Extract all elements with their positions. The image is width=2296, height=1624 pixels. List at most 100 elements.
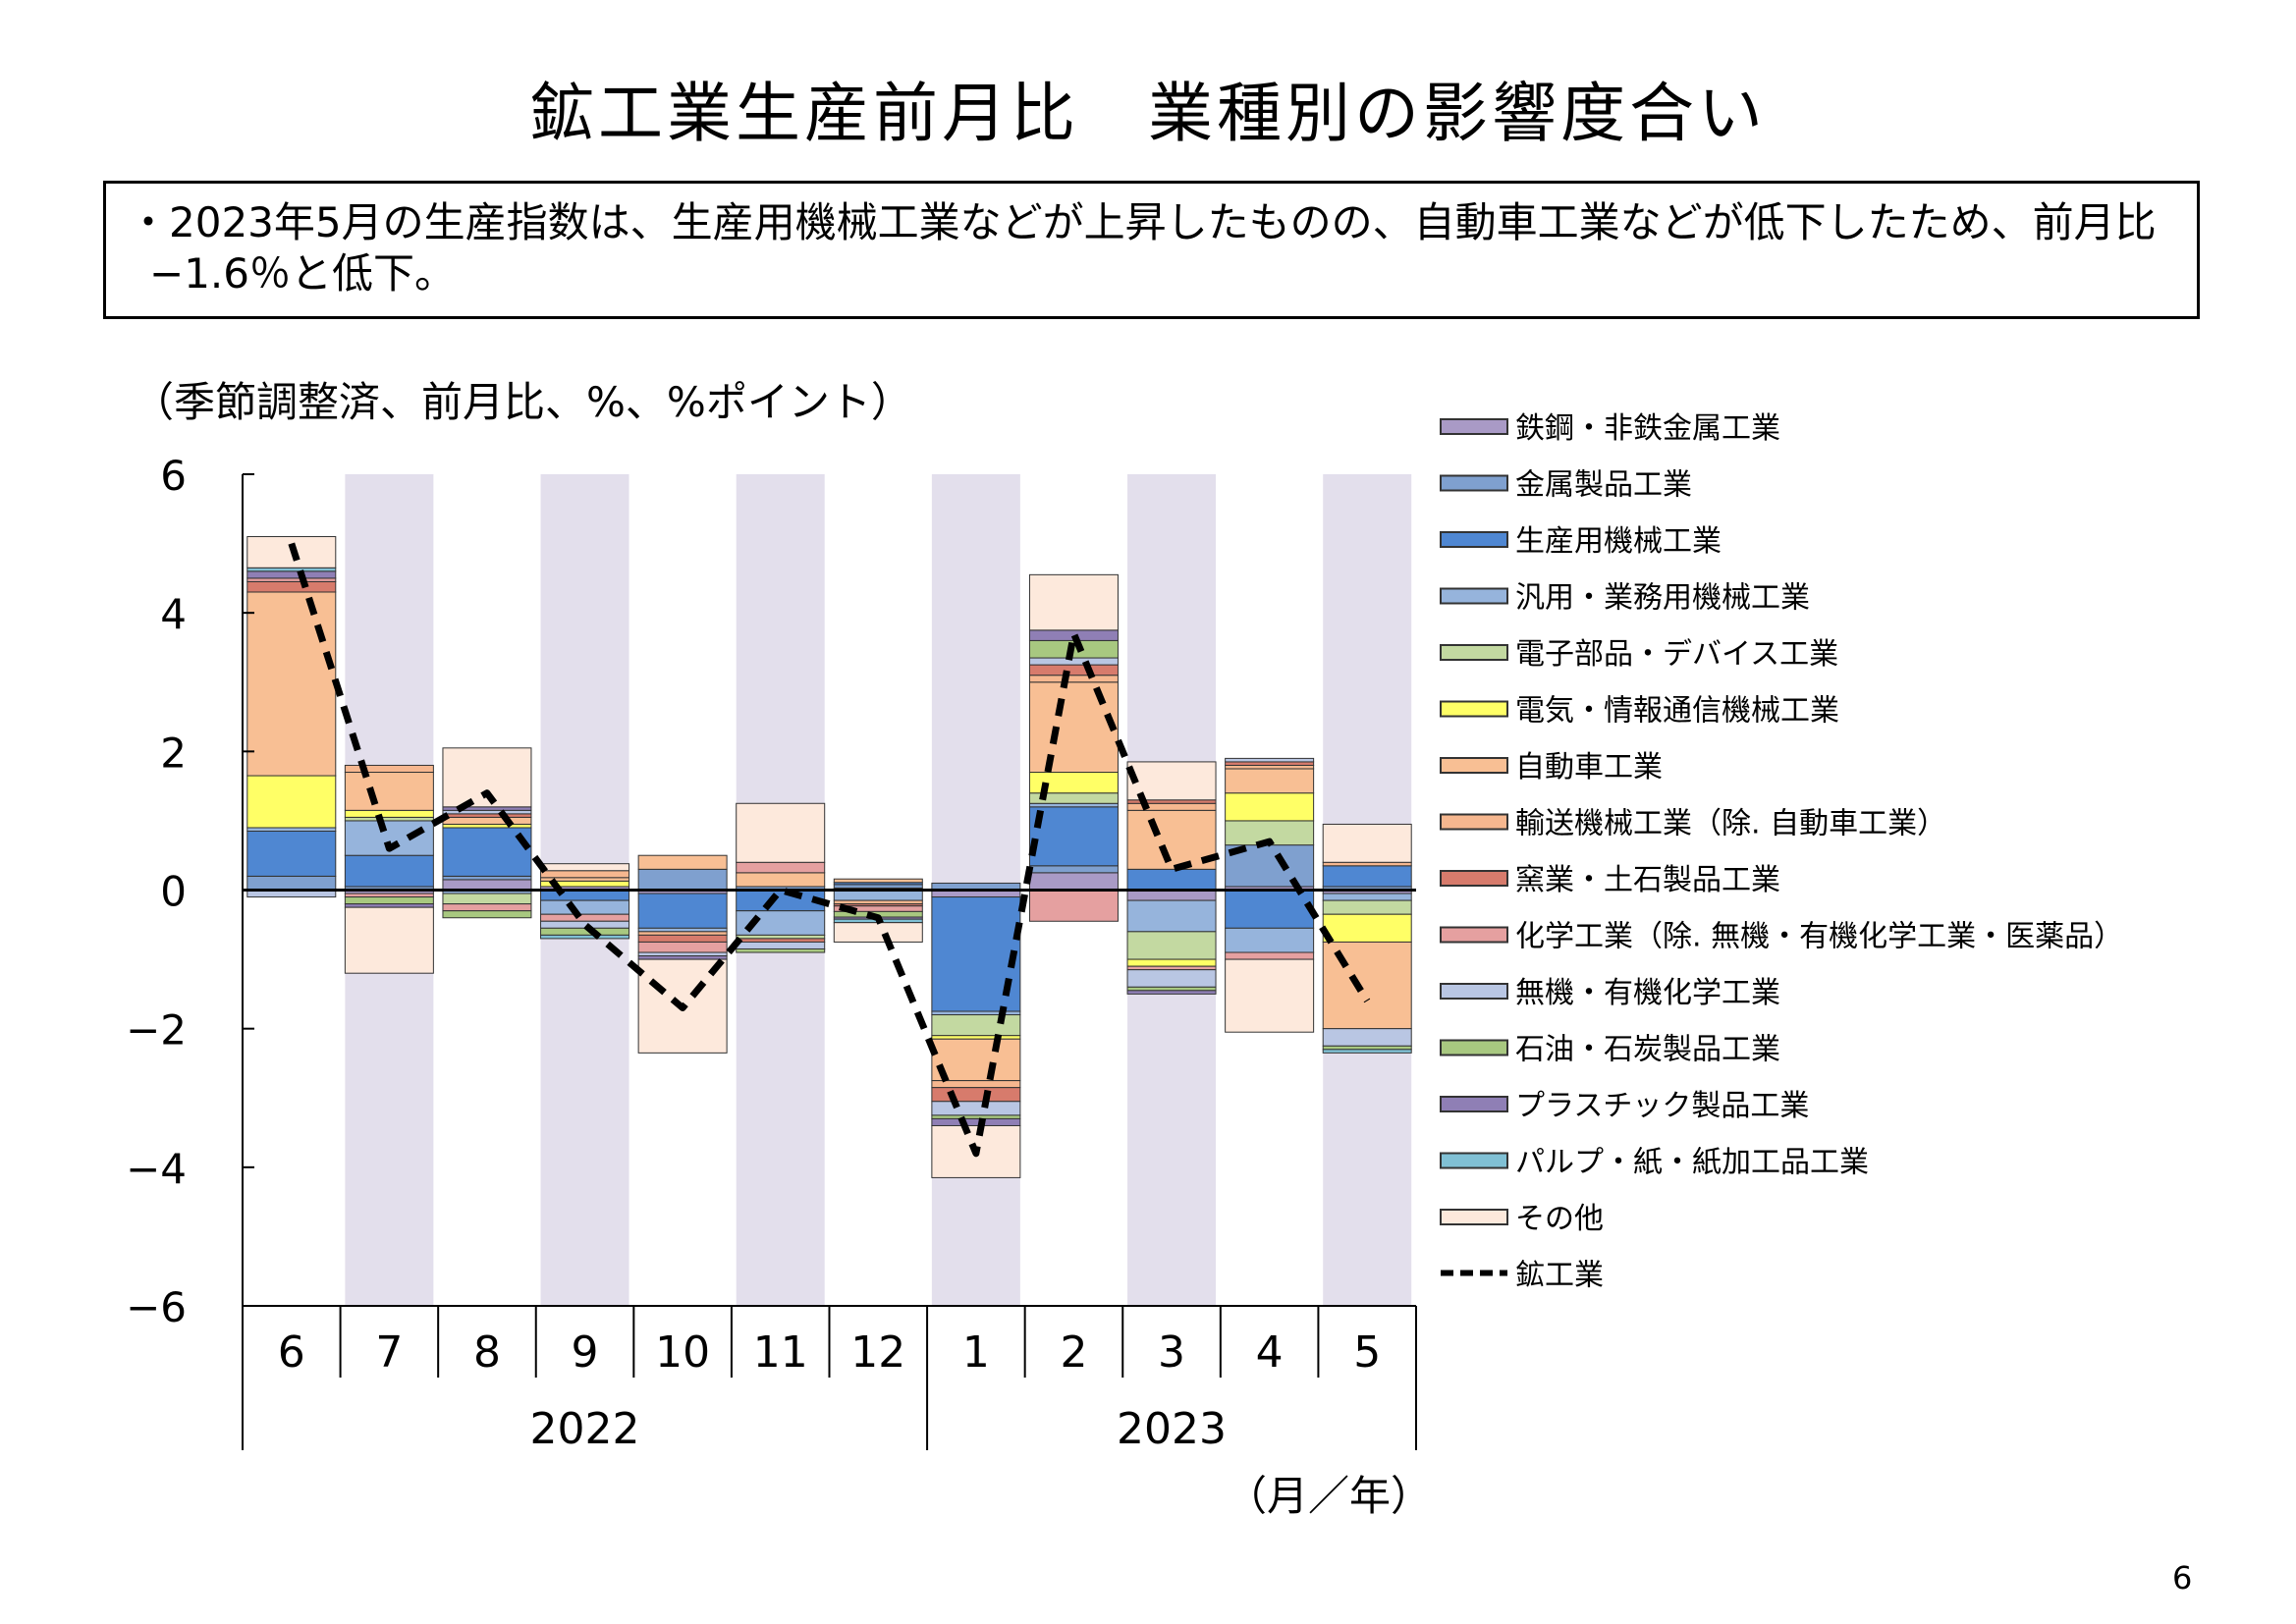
legend-swatch-2	[1440, 531, 1508, 548]
month-label-10: 10	[655, 1327, 710, 1378]
page-title: 鉱工業生産前月比 業種別の影響度合い	[529, 76, 1767, 151]
legend-swatch-10	[1440, 983, 1508, 1000]
bar-segment-5-series-4	[1322, 899, 1412, 915]
y-tick-label: 0	[160, 868, 187, 916]
bar-segment-12-series-3	[833, 890, 923, 901]
bar-segment-5-series-14	[1322, 823, 1412, 863]
month-label-2: 2	[1060, 1327, 1087, 1378]
month-label-9: 9	[572, 1327, 599, 1378]
bar-segment-6-series-1	[246, 875, 337, 892]
bar-segment-2-series-7	[1028, 675, 1119, 683]
legend-swatch-12	[1440, 1096, 1508, 1112]
bar-segment-2-series-6	[1028, 681, 1119, 774]
bar-segment-8-series-5	[442, 823, 532, 829]
bar-segment-7-series-6	[344, 772, 434, 811]
bar-segment-8-series-4	[442, 893, 532, 905]
bar-segment-10-series-3	[637, 927, 728, 933]
bar-segment-6-series-5	[246, 775, 337, 829]
bar-segment-6-series-13	[246, 567, 337, 572]
summary-text: ・2023年5月の生産指数は、生産用機械工業などが上昇したものの、自動車工業など…	[128, 198, 2157, 298]
bar-segment-2-series-10	[1028, 657, 1119, 666]
legend-label-9: 化学工業（除. 無機・有機化学工業・医薬品）	[1515, 920, 2123, 954]
bar-segment-6-series-12	[246, 570, 337, 579]
legend-swatch-6	[1440, 757, 1508, 774]
bar-segment-4-series-9	[1225, 951, 1315, 960]
bar-segment-7-series-7	[344, 764, 434, 774]
legend-swatch-0	[1440, 418, 1508, 435]
bar-segment-9-series-13	[540, 934, 630, 940]
bar-segment-2-series-14	[1028, 573, 1119, 631]
bar-segment-3-series-12	[1126, 990, 1217, 995]
bar-segment-6-series-8	[246, 580, 337, 593]
bar-segment-10-series-7	[637, 931, 728, 936]
bar-segment-3-series-9	[1126, 965, 1217, 971]
bar-segment-3-series-4	[1126, 931, 1217, 960]
bar-segment-7-series-9	[344, 893, 434, 898]
legend-swatch-8	[1440, 870, 1508, 887]
legend-label-1: 金属製品工業	[1515, 468, 1692, 503]
bar-segment-9-series-9	[540, 913, 630, 922]
legend-label-7: 輸送機械工業（除. 自動車工業）	[1515, 807, 1946, 841]
bar-segment-10-series-10	[637, 951, 728, 957]
bar-segment-4-series-3	[1225, 927, 1315, 953]
month-label-12: 12	[850, 1327, 905, 1378]
legend-label-2: 生産用機械工業	[1515, 524, 1722, 559]
bar-segment-7-series-4	[344, 816, 434, 822]
bar-segment-12-series-14	[833, 922, 923, 943]
bar-segment-4-series-14	[1225, 958, 1315, 1033]
bar-segment-3-series-10	[1126, 969, 1217, 988]
bar-segment-5-series-7	[1322, 861, 1412, 867]
bar-segment-10-series-6	[637, 854, 728, 870]
y-tick-label: 2	[160, 729, 187, 777]
legend-label-13: パルプ・紙・紙加工品工業	[1515, 1146, 1869, 1180]
bar-segment-8-series-6	[442, 816, 532, 825]
unit-label: （季節調整済、前月比、%、%ポイント）	[133, 378, 912, 426]
bar-segment-8-series-9	[442, 903, 532, 912]
bar-segment-3-series-2	[1126, 868, 1217, 892]
month-label-3: 3	[1158, 1327, 1185, 1378]
legend-label-3: 汎用・業務用機械工業	[1515, 581, 1810, 616]
bar-segment-5-series-5	[1322, 913, 1412, 943]
year-label-2022: 2022	[530, 1404, 640, 1454]
year-label-2023: 2023	[1117, 1404, 1227, 1454]
bar-segment-1-series-4	[931, 1014, 1021, 1037]
legend-swatch-14	[1440, 1209, 1508, 1225]
bar-segment-7-series-5	[344, 809, 434, 818]
month-label-11: 11	[753, 1327, 808, 1378]
bar-segment-9-series-2	[540, 890, 630, 901]
bar-segment-4-series-8	[1225, 761, 1315, 766]
bar-segment-5-series-10	[1322, 1028, 1412, 1047]
month-label-7: 7	[375, 1327, 403, 1378]
bar-segment-6-series-6	[246, 591, 337, 777]
legend-label-6: 自動車工業	[1515, 750, 1663, 785]
bar-segment-8-series-1	[442, 875, 532, 881]
bar-segment-1-series-12	[931, 1117, 1021, 1126]
y-tick-label: 4	[160, 590, 187, 638]
bar-segment-10-series-9	[637, 941, 728, 953]
legend-label-4: 電子部品・デバイス工業	[1515, 637, 1838, 672]
bar-segment-8-series-12	[442, 806, 532, 811]
bar-segment-9-series-14	[540, 863, 630, 872]
y-tick-label: 6	[160, 452, 187, 500]
bar-segment-3-series-7	[1126, 802, 1217, 811]
legend-swatch-9	[1440, 926, 1508, 944]
bar-segment-4-series-10	[1225, 757, 1315, 763]
bar-segment-4-series-5	[1225, 792, 1315, 822]
legend-swatch-3	[1440, 587, 1508, 605]
bar-segment-1-series-5	[931, 1035, 1021, 1040]
bar-segment-6-series-3	[246, 827, 337, 833]
bar-segment-2-series-3	[1028, 802, 1119, 808]
y-tick-label: −2	[126, 1006, 187, 1055]
total-index-line	[288, 542, 1371, 1158]
bar-segment-11-series-4	[736, 934, 826, 940]
bar-segment-7-series-2	[344, 854, 434, 888]
bar-segment-8-series-0	[442, 879, 532, 891]
bar-segment-6-series-9	[246, 577, 337, 582]
bar-segment-3-series-3	[1126, 899, 1217, 933]
bar-segment-12-series-6	[833, 878, 923, 884]
month-label-1: 1	[962, 1327, 990, 1378]
axis-unit-label: （月／年）	[1226, 1472, 1433, 1520]
month-label-8: 8	[473, 1327, 501, 1378]
bar-segment-11-series-8	[736, 938, 826, 943]
